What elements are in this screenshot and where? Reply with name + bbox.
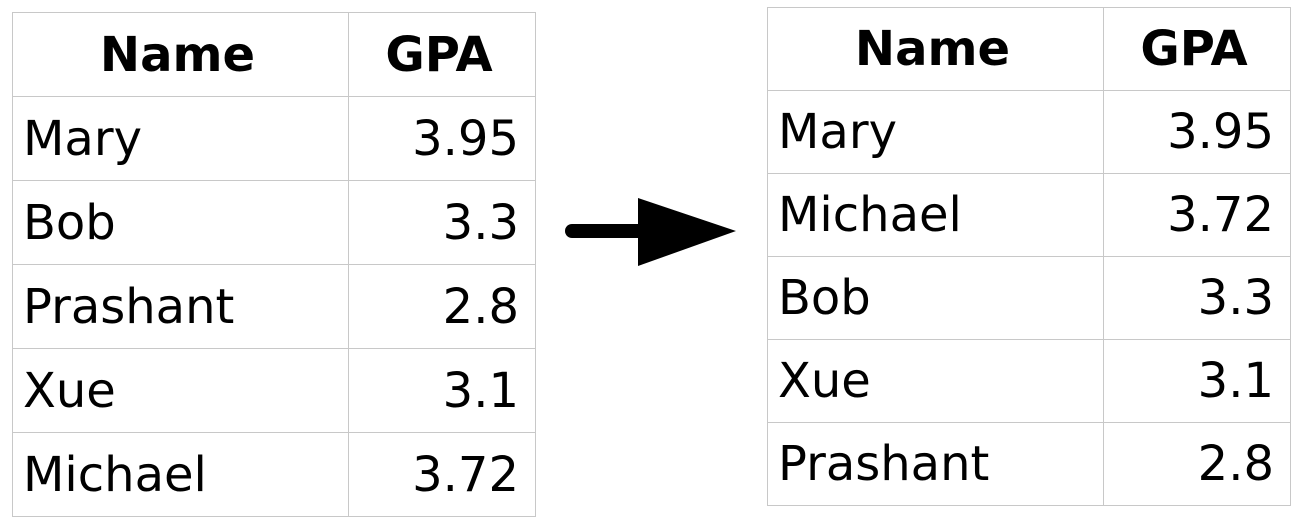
student-name-cell: Bob: [12, 180, 349, 265]
sorted-table: Name GPA Mary 3.95 Michael 3.72 Bob 3.3 …: [767, 7, 1291, 506]
gpa-column-header: GPA: [348, 12, 536, 97]
table-row: Bob 3.3: [767, 256, 1291, 340]
gpa-cell: 3.3: [348, 180, 536, 265]
table-row: Mary 3.95: [12, 96, 536, 181]
student-name-cell: Mary: [12, 96, 349, 181]
gpa-cell: 3.95: [1103, 90, 1291, 174]
table-row: Michael 3.72: [767, 173, 1291, 257]
table-header-row: Name GPA: [767, 7, 1291, 91]
arrow-shaft: [565, 224, 640, 238]
gpa-cell: 3.72: [1103, 173, 1291, 257]
name-column-header: Name: [767, 7, 1104, 91]
student-name-cell: Xue: [12, 348, 349, 433]
table-row: Xue 3.1: [12, 348, 536, 433]
student-name-cell: Mary: [767, 90, 1104, 174]
table-row: Xue 3.1: [767, 339, 1291, 423]
table-row: Prashant 2.8: [767, 422, 1291, 506]
table-row: Mary 3.95: [767, 90, 1291, 174]
gpa-cell: 2.8: [348, 264, 536, 349]
student-name-cell: Prashant: [12, 264, 349, 349]
gpa-column-header: GPA: [1103, 7, 1291, 91]
gpa-cell: 2.8: [1103, 422, 1291, 506]
table-row: Michael 3.72: [12, 432, 536, 517]
arrow-right-icon: [565, 198, 736, 266]
arrow-head: [638, 198, 736, 266]
student-name-cell: Michael: [767, 173, 1104, 257]
table-header-row: Name GPA: [12, 12, 536, 97]
student-name-cell: Prashant: [767, 422, 1104, 506]
table-row: Bob 3.3: [12, 180, 536, 265]
gpa-cell: 3.72: [348, 432, 536, 517]
gpa-cell: 3.1: [1103, 339, 1291, 423]
student-name-cell: Michael: [12, 432, 349, 517]
unsorted-table: Name GPA Mary 3.95 Bob 3.3 Prashant 2.8 …: [12, 12, 536, 517]
student-name-cell: Bob: [767, 256, 1104, 340]
name-column-header: Name: [12, 12, 349, 97]
gpa-cell: 3.95: [348, 96, 536, 181]
gpa-cell: 3.3: [1103, 256, 1291, 340]
student-name-cell: Xue: [767, 339, 1104, 423]
table-row: Prashant 2.8: [12, 264, 536, 349]
gpa-cell: 3.1: [348, 348, 536, 433]
